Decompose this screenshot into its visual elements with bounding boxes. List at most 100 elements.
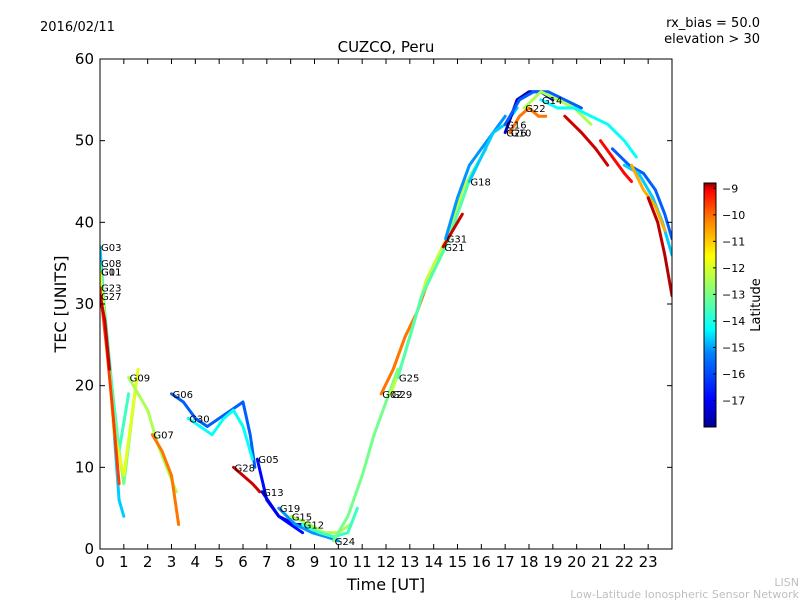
series-label-g31: G31 — [447, 235, 467, 246]
x-tick-label: 8 — [286, 553, 296, 571]
series-label-g16: G16 — [506, 120, 526, 131]
x-tick-label: 9 — [310, 553, 320, 571]
x-tick-label: 10 — [329, 553, 348, 571]
x-tick-label: 15 — [448, 553, 467, 571]
rx-bias-label: rx_bias = 50.0 — [666, 16, 760, 31]
series-line-g06 — [170, 392, 257, 469]
x-tick-label: 12 — [376, 553, 395, 571]
series-label-g25: G25 — [399, 374, 419, 385]
y-tick-label: 40 — [75, 213, 94, 231]
series-label-g15: G15 — [292, 512, 312, 523]
x-tick-label: 16 — [472, 553, 491, 571]
series-label-g23: G23 — [101, 284, 121, 295]
x-axis-ticks: 0 1 2 3 4 5 6 7 8 9 10 11 12 13 14 15 16 17 18 19 20 21 22 23 — [95, 59, 658, 571]
colorbar-label: Latitude — [749, 278, 764, 332]
series-line-g14 — [539, 98, 638, 159]
series-label-g07: G07 — [153, 431, 173, 442]
series-label-g06: G06 — [173, 390, 193, 401]
plot-frame — [99, 58, 673, 550]
y-axis-ticks: 0 10 20 30 40 50 60 — [75, 50, 672, 558]
x-tick-label: 20 — [567, 553, 586, 571]
x-tick-label: 7 — [262, 553, 272, 571]
colorbar-tick-label: −16 — [722, 368, 745, 381]
series-label-g21: G21 — [444, 243, 464, 254]
series-label-g12: G12 — [304, 521, 324, 532]
series-label-g09: G09 — [130, 374, 150, 385]
colorbar-tick-label: −11 — [722, 235, 745, 248]
x-axis-label: Time [UT] — [346, 575, 425, 594]
series-label-g19: G19 — [280, 504, 300, 515]
x-tick-label: 19 — [543, 553, 562, 571]
x-tick-label: 0 — [95, 553, 105, 571]
series-label-g29: G29 — [392, 390, 412, 401]
series-label-g02: G02 — [382, 390, 402, 401]
series-label-g08: G08 — [101, 259, 121, 270]
footer-network: Low-Latitude Ionospheric Sensor Network — [570, 588, 799, 600]
series-line-g19 — [277, 506, 340, 543]
series-line-unlabeled-33 — [646, 196, 672, 298]
x-tick-label: 22 — [615, 553, 634, 571]
series-label-g26: G26 — [506, 129, 526, 140]
x-tick-label: 2 — [143, 553, 153, 571]
x-tick-label: 1 — [119, 553, 129, 571]
y-axis-label: TEC [UNITS] — [51, 256, 70, 354]
series-line-unlabeled-28 — [563, 114, 610, 167]
colorbar — [703, 182, 717, 428]
x-tick-label: 13 — [400, 553, 419, 571]
series-label-g03: G03 — [101, 243, 121, 254]
x-tick-label: 14 — [424, 553, 443, 571]
colorbar-tick-label: −17 — [722, 394, 745, 407]
x-tick-label: 18 — [519, 553, 538, 571]
colorbar-tick-label: −9 — [722, 182, 738, 195]
series-line-g10 — [508, 106, 548, 134]
x-tick-label: 6 — [238, 553, 248, 571]
date-label: 2016/02/11 — [40, 20, 115, 35]
series-line-unlabeled-29 — [599, 139, 633, 183]
x-tick-label: 21 — [591, 553, 610, 571]
y-tick-label: 0 — [84, 540, 94, 558]
series-label-g11: G11 — [101, 267, 121, 278]
y-tick-label: 60 — [75, 50, 94, 68]
series-line-g24 — [332, 367, 400, 543]
series-label-g28: G28 — [235, 463, 255, 474]
series-label-g01: G01 — [101, 267, 121, 278]
colorbar-tick-label: −14 — [722, 315, 745, 328]
colorbar-tick-label: −13 — [722, 288, 745, 301]
x-tick-label: 4 — [191, 553, 201, 571]
y-tick-label: 50 — [75, 132, 94, 150]
series-label-g18: G18 — [470, 178, 490, 189]
series-layer — [100, 90, 672, 543]
series-label-g05: G05 — [258, 455, 278, 466]
x-tick-label: 17 — [496, 553, 515, 571]
series-line-g30 — [186, 408, 254, 461]
series-label-g30: G30 — [189, 414, 209, 425]
series-line-g28 — [232, 465, 262, 494]
x-tick-label: 11 — [353, 553, 372, 571]
series-line-g22 — [522, 90, 593, 126]
series-line-g07 — [150, 433, 181, 526]
colorbar-tick-label: −15 — [722, 341, 745, 354]
series-label-g14: G14 — [542, 96, 562, 107]
x-tick-label: 5 — [214, 553, 224, 571]
series-line-g21 — [441, 212, 464, 249]
series-label-g27: G27 — [101, 292, 121, 303]
x-tick-label: 23 — [639, 553, 658, 571]
series-line-g12 — [301, 506, 359, 539]
elevation-label: elevation > 30 — [664, 32, 760, 47]
y-tick-label: 10 — [75, 458, 94, 476]
series-label-g22: G22 — [525, 104, 545, 115]
footer-lisn: LISN — [774, 576, 799, 589]
colorbar-tick-label: −10 — [722, 209, 745, 222]
colorbar-tick-label: −12 — [722, 262, 745, 275]
series-label-g24: G24 — [335, 537, 355, 548]
y-tick-label: 20 — [75, 377, 94, 395]
series-label-g10: G10 — [511, 129, 531, 140]
colorbar-ticks: −9 −10 −11 −12 −13 −14 −15 −16 −17 — [713, 182, 745, 407]
y-tick-label: 30 — [75, 295, 94, 313]
x-tick-label: 3 — [167, 553, 177, 571]
series-line-unlabeled-30 — [610, 147, 672, 241]
chart-title: CUZCO, Peru — [338, 38, 435, 56]
